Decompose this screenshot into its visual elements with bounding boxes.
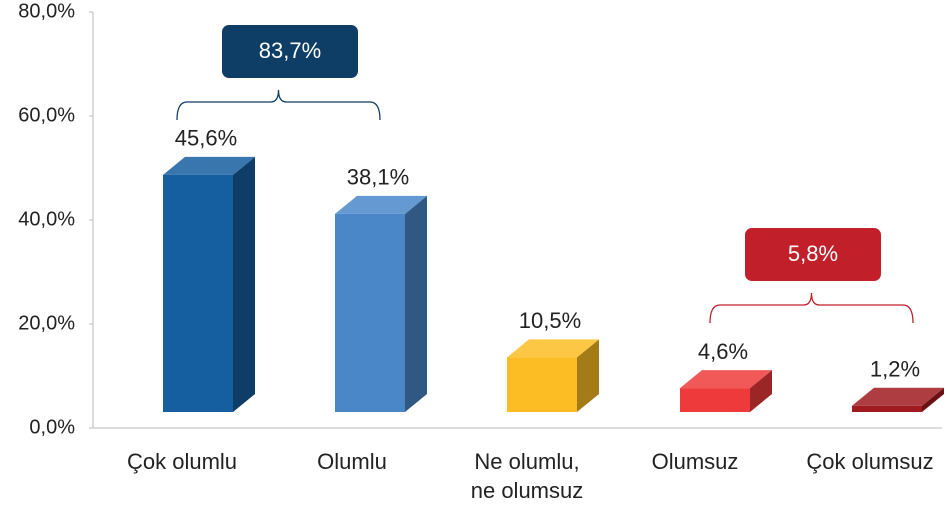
value-label: 1,2% [870, 357, 920, 382]
bar-top [163, 156, 255, 175]
bar-top [680, 370, 772, 389]
annotation-label: 5,8% [788, 241, 838, 266]
bar-front [680, 388, 750, 412]
bar [335, 195, 427, 412]
x-tick-label: Olumsuz [651, 449, 739, 474]
y-tick-label: 40,0% [18, 208, 75, 230]
bar [852, 387, 944, 412]
bar-side [233, 156, 255, 412]
x-tick-label: Çok olumsuz [806, 449, 934, 474]
bar-top [335, 195, 427, 214]
bar-front [507, 357, 577, 412]
y-tick-label: 80,0% [18, 0, 75, 22]
bar-front [335, 213, 405, 412]
bar-top [507, 339, 599, 358]
x-tick-label: Olumlu [317, 449, 387, 474]
y-tick-label: 20,0% [18, 312, 75, 334]
bar-top [852, 387, 944, 406]
value-label: 10,5% [519, 308, 581, 333]
bar [163, 156, 255, 412]
bracket [176, 89, 381, 121]
bar-front [163, 174, 233, 412]
x-tick-label: Ne olumlu, ne olumsuz [470, 449, 584, 503]
bar-side [750, 370, 772, 412]
annotation-box [745, 228, 881, 281]
annotation-label: 83,7% [259, 38, 321, 63]
bar-front [852, 405, 922, 412]
value-label: 45,6% [175, 126, 237, 151]
bar-side [922, 387, 944, 412]
y-tick-label: 60,0% [18, 104, 75, 126]
bar-side [405, 195, 427, 412]
bracket [709, 292, 914, 324]
bar [507, 339, 599, 412]
bar-side [577, 339, 599, 412]
value-label: 4,6% [698, 339, 748, 364]
x-tick-label: Çok olumlu [126, 449, 238, 474]
value-label: 38,1% [347, 165, 409, 190]
annotation-box [222, 25, 358, 78]
bar [680, 370, 772, 412]
y-tick-label: 0,0% [29, 416, 75, 438]
